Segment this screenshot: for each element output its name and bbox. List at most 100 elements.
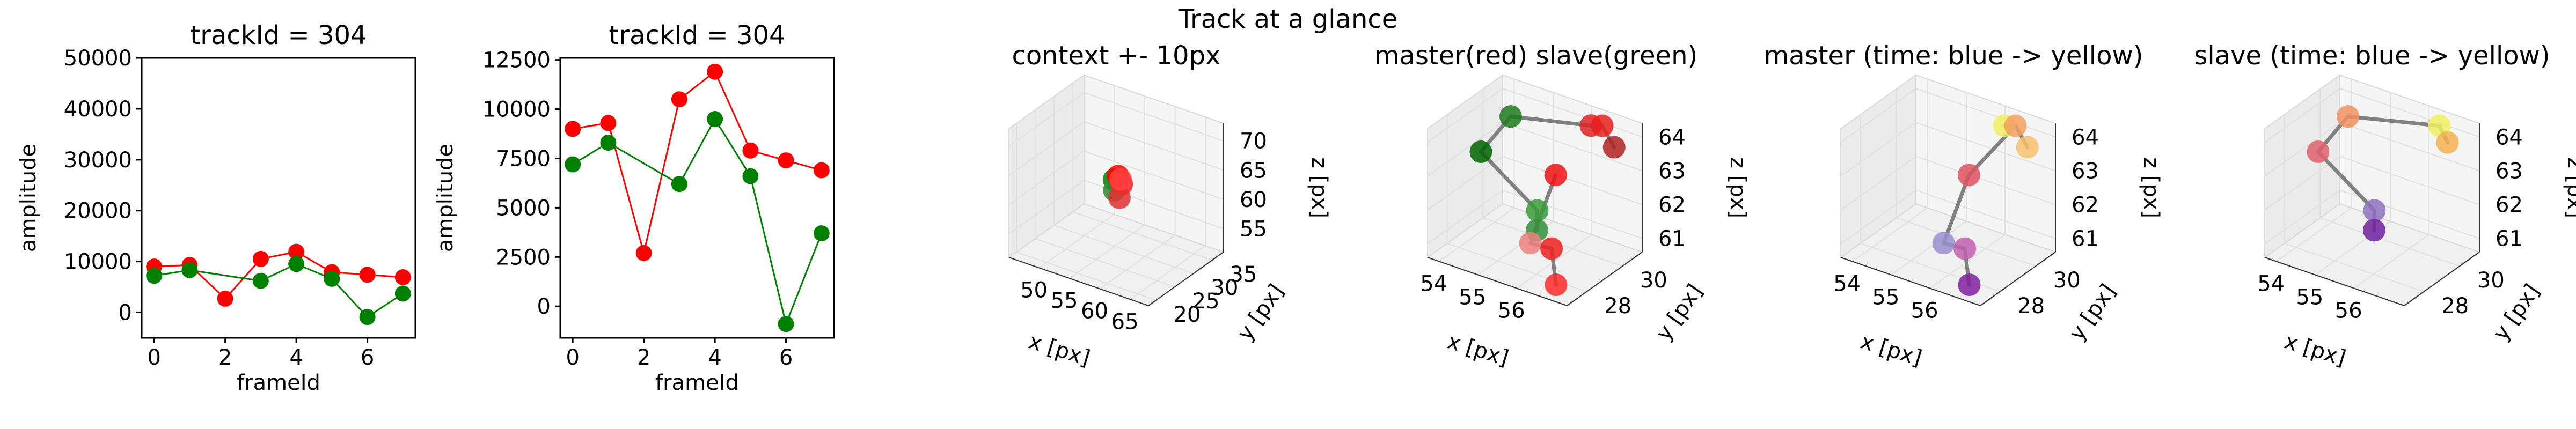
z-tick-label: 62 bbox=[2496, 193, 2523, 218]
chart-title: context +- 10px bbox=[1012, 41, 1221, 71]
y-tick-label: 30 bbox=[2477, 268, 2505, 293]
z-tick-label: 63 bbox=[2496, 159, 2523, 183]
data-point-s1-4 bbox=[671, 91, 687, 108]
chart-1: 0 2 4 6 0 10000 20000 30000 40000 50000 trackId = … bbox=[16, 20, 416, 395]
y-tick-label: 25 bbox=[1192, 289, 1220, 314]
y-grid-line bbox=[2284, 114, 2424, 292]
y-tick-label: 12500 bbox=[482, 48, 551, 73]
z-grid-line bbox=[2264, 189, 2480, 245]
y-tick-label: 40000 bbox=[64, 97, 132, 122]
y-tick-label: 35 bbox=[1230, 262, 1257, 287]
y-axis-line bbox=[2404, 252, 2480, 306]
x-tick-label: 56 bbox=[1911, 299, 1938, 323]
x-tick-label: 0 bbox=[147, 345, 160, 370]
x-axis-label: x [px] bbox=[2281, 329, 2348, 371]
x-grid-line bbox=[2353, 106, 2430, 289]
data-point-s2-4 bbox=[288, 256, 305, 272]
z-grid-line bbox=[1008, 180, 1224, 235]
data-point-s2-2 bbox=[181, 262, 198, 278]
y-tick-label: 30000 bbox=[64, 148, 132, 173]
y-axis-label: amplitude bbox=[433, 144, 458, 252]
x-axis-line bbox=[2264, 257, 2405, 306]
z-grid-line bbox=[1427, 189, 1643, 245]
data-point-2 bbox=[2307, 140, 2330, 164]
z-grid-line bbox=[1427, 156, 1643, 211]
z-tick-label: 61 bbox=[2496, 227, 2523, 252]
y-tick-label: 30 bbox=[1640, 268, 1667, 293]
z-axis-label: z [px] bbox=[2563, 157, 2576, 218]
x-grid-line bbox=[1038, 85, 1115, 269]
data-point-6 bbox=[1109, 168, 1132, 191]
trajectory-segment bbox=[1479, 150, 1539, 212]
x-tick-label: 55 bbox=[1459, 285, 1486, 310]
trajectory-segment bbox=[2346, 114, 2442, 128]
x-axis-line bbox=[1008, 257, 1149, 306]
data-point-7 bbox=[1958, 273, 1981, 297]
y-axis-line bbox=[1980, 252, 2056, 306]
z-tick-label: 64 bbox=[2072, 125, 2099, 150]
data-point-s1-8 bbox=[813, 162, 830, 179]
z-tick-label: 62 bbox=[2072, 193, 2099, 218]
x-axis-label: x [px] bbox=[1857, 329, 1924, 371]
data-point-s1-3 bbox=[635, 245, 652, 261]
x-tick-label: 54 bbox=[1833, 272, 1861, 297]
y-grid-line bbox=[1072, 83, 1213, 261]
data-point-6 bbox=[1591, 114, 1614, 137]
data-point-s2-7 bbox=[813, 225, 830, 242]
z-grid-line bbox=[1840, 189, 2056, 245]
y-tick-label: 10000 bbox=[482, 98, 551, 122]
data-point-s1-5 bbox=[288, 243, 305, 260]
x-tick-label: 0 bbox=[566, 345, 579, 370]
chart-title: master(red) slave(green) bbox=[1374, 41, 1697, 71]
y-grid-line bbox=[1446, 114, 1587, 292]
z-axis-label: z [px] bbox=[2139, 157, 2163, 218]
data-point-2 bbox=[2004, 114, 2027, 137]
data-point-3 bbox=[1526, 199, 1549, 222]
z-axis-label: z [px] bbox=[1725, 157, 1750, 218]
x-grid-line bbox=[1852, 79, 1928, 262]
x-tick-label: 6 bbox=[361, 345, 374, 370]
side-pane bbox=[1008, 74, 1085, 258]
z-axis-label: z [px] bbox=[1307, 157, 1331, 218]
x-grid-line bbox=[1477, 92, 1554, 276]
y-grid-line bbox=[1482, 89, 1623, 267]
x-tick-label: 2 bbox=[218, 345, 232, 370]
z-tick-label: 63 bbox=[2072, 159, 2099, 183]
data-point-3 bbox=[2016, 136, 2039, 159]
data-point-s1-4 bbox=[252, 250, 269, 267]
z-tick-label: 64 bbox=[1658, 125, 1686, 150]
y-tick-label: 20 bbox=[1174, 302, 1201, 327]
data-point-10 bbox=[1540, 237, 1563, 260]
x-tick-label: 50 bbox=[1020, 278, 1048, 303]
trajectory-segment bbox=[2316, 150, 2376, 212]
chart-title: slave (time: blue -> yellow) bbox=[2194, 41, 2550, 71]
y-grid-line bbox=[2319, 89, 2460, 267]
x-tick-label: 6 bbox=[779, 345, 793, 370]
data-point-9 bbox=[1519, 232, 1542, 255]
y-axis-line bbox=[1567, 252, 1643, 306]
z-tick-label: 60 bbox=[1240, 188, 1267, 212]
x-tick-label: 56 bbox=[2335, 299, 2362, 323]
y-axis-line bbox=[1148, 252, 1224, 306]
figure-suptitle: Track at a glance bbox=[1178, 4, 1398, 34]
y-tick-label: 0 bbox=[537, 294, 551, 319]
plot-frame bbox=[559, 57, 835, 339]
z-grid-line bbox=[1008, 92, 1224, 147]
z-tick-label: 55 bbox=[1240, 217, 1267, 241]
x-grid-line bbox=[2315, 92, 2391, 276]
z-tick-label: 64 bbox=[2496, 125, 2523, 150]
x-grid-line bbox=[1130, 117, 1206, 300]
z-grid-line bbox=[1840, 156, 2056, 211]
trajectory-segment bbox=[1942, 173, 1971, 245]
data-point-3 bbox=[2428, 114, 2451, 137]
data-point-s2-5 bbox=[742, 168, 759, 184]
data-point-s2-1 bbox=[565, 156, 581, 173]
x-tick-label: 55 bbox=[1051, 289, 1078, 313]
x-axis-label: frameId bbox=[237, 371, 320, 395]
x-axis-line bbox=[1840, 257, 1981, 306]
x-tick-label: 60 bbox=[1081, 299, 1108, 324]
